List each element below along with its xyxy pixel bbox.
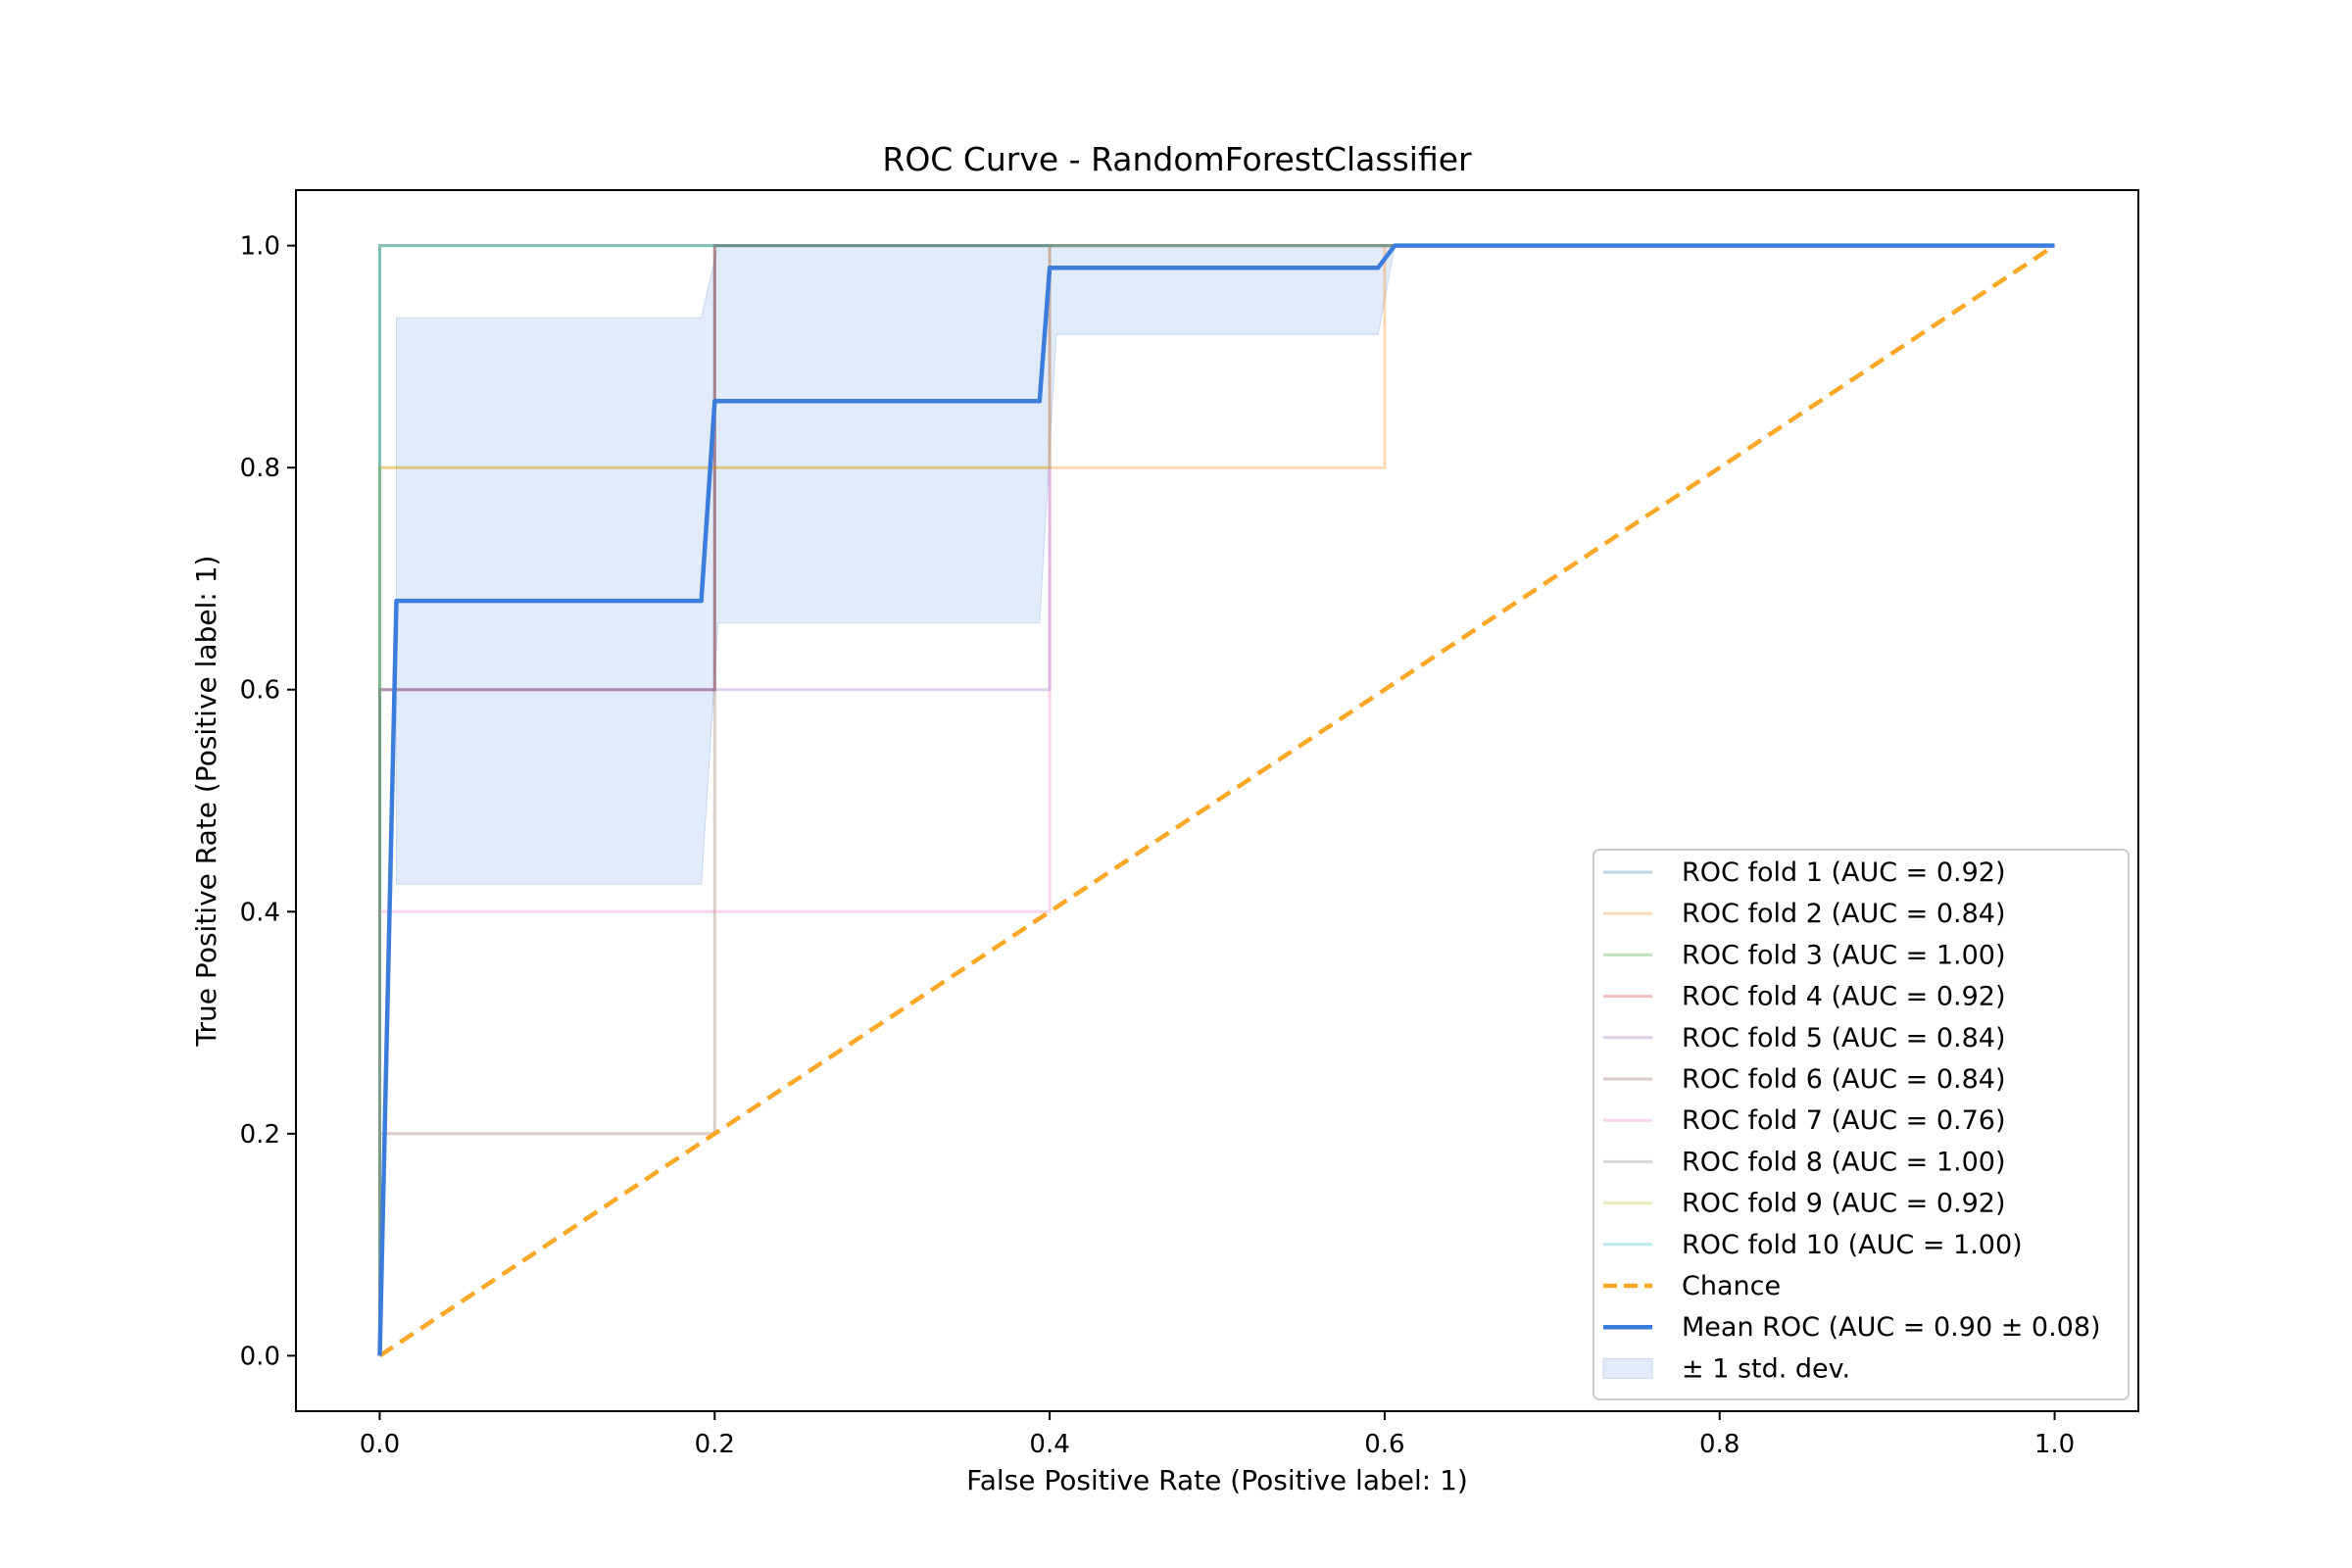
legend-fold-1-label: ROC fold 1 (AUC = 0.92) [1682, 858, 2006, 888]
y-axis-label: True Positive Rate (Positive label: 1) [190, 556, 222, 1048]
mean-roc-line [377, 243, 2055, 1356]
legend-std-band-label: ± 1 std. dev. [1682, 1353, 1850, 1384]
x-tick-label: 0.2 [695, 1430, 735, 1459]
chart-title: ROC Curve - RandomForestClassifier [882, 140, 1472, 178]
legend-fold-8-label: ROC fold 8 (AUC = 1.00) [1682, 1147, 2006, 1177]
y-tick-label: 0.4 [240, 898, 280, 927]
x-axis-label: False Positive Rate (Positive label: 1) [966, 1464, 1468, 1496]
y-tick-label: 0.8 [240, 454, 280, 483]
legend-fold-7-label: ROC fold 7 (AUC = 0.76) [1682, 1105, 2006, 1136]
roc-fold-4-line [378, 244, 2055, 1356]
x-tick-label: 0.6 [1364, 1430, 1404, 1459]
legend-fold-6-label: ROC fold 6 (AUC = 0.84) [1682, 1064, 2006, 1095]
x-tick-label: 0.0 [360, 1430, 400, 1459]
chance-line [378, 243, 2056, 1358]
roc-fold-7-line [378, 244, 2055, 1356]
legend-mean-roc-label: Mean ROC (AUC = 0.90 ± 0.08) [1682, 1312, 2101, 1343]
legend-std-band-swatch [1602, 1357, 1653, 1379]
legend-chance-label: Chance [1682, 1271, 1781, 1301]
legend-fold-2-label: ROC fold 2 (AUC = 0.84) [1682, 899, 2006, 929]
legend-fold-3-label: ROC fold 3 (AUC = 1.00) [1682, 940, 2006, 970]
y-tick-label: 0.6 [240, 676, 280, 706]
y-axis-ticks: 0.0 0.2 0.4 0.6 0.8 1.0 [240, 232, 296, 1371]
y-tick-label: 0.2 [240, 1120, 280, 1150]
mean-roc-layer [377, 243, 2055, 1356]
legend-fold-9-label: ROC fold 9 (AUC = 0.92) [1682, 1189, 2006, 1219]
plot-frame [295, 189, 2139, 1412]
x-tick-label: 0.4 [1029, 1430, 1069, 1459]
x-tick-label: 1.0 [2034, 1430, 2075, 1459]
legend-fold-5-label: ROC fold 5 (AUC = 0.84) [1682, 1023, 2006, 1054]
legend: ROC fold 1 (AUC = 0.92) ROC fold 2 (AUC =… [1592, 849, 2130, 1400]
legend-frame [1592, 849, 2130, 1400]
legend-fold-10-label: ROC fold 10 (AUC = 1.00) [1682, 1230, 2023, 1260]
roc-fold-5-line [378, 244, 2055, 1356]
chance-layer [378, 243, 2056, 1358]
roc-fold-9-line [378, 244, 2055, 1356]
fold-curves-layer [378, 244, 2055, 1356]
y-tick-label: 1.0 [240, 232, 280, 262]
roc-fold-1-line [378, 244, 2055, 1356]
x-axis-ticks: 0.0 0.2 0.4 0.6 0.8 1.0 [360, 1411, 2075, 1459]
legend-fold-4-label: ROC fold 4 (AUC = 0.92) [1682, 982, 2006, 1012]
x-tick-label: 0.8 [1699, 1430, 1740, 1459]
y-tick-label: 0.0 [240, 1342, 280, 1371]
